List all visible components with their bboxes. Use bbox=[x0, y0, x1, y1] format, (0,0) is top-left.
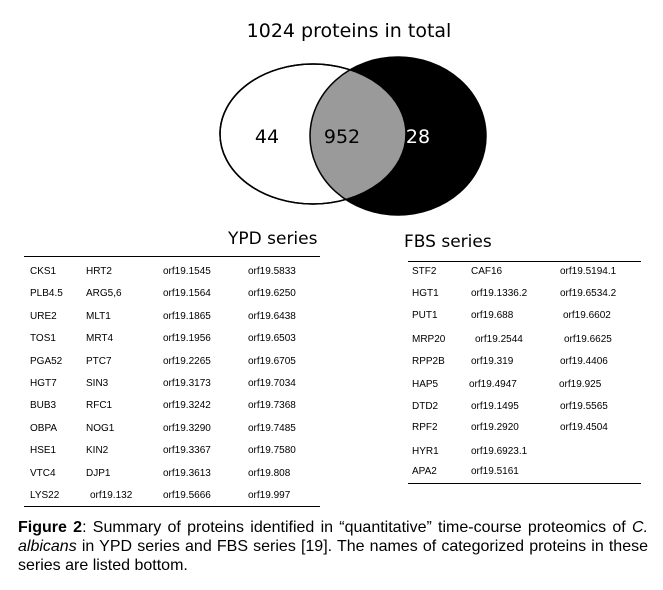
fbs-cell: RPP2B bbox=[412, 356, 445, 367]
venn-overlap-count: 952 bbox=[324, 126, 360, 148]
ypd-cell: orf19.997 bbox=[248, 490, 291, 501]
fbs-table-bottom-rule bbox=[408, 483, 641, 484]
ypd-cell: orf19.3367 bbox=[163, 445, 211, 457]
ypd-cell: VTC4 bbox=[30, 467, 56, 479]
fbs-cell: orf19.925 bbox=[559, 379, 602, 390]
ypd-table-top-rule bbox=[24, 256, 320, 257]
ypd-cell: OBPA bbox=[30, 422, 58, 434]
ypd-cell: MRT4 bbox=[86, 333, 114, 345]
ypd-cell: orf19.7580 bbox=[248, 445, 296, 457]
ypd-cell: orf19.1865 bbox=[163, 310, 211, 322]
venn-overlap-region bbox=[310, 64, 406, 204]
ypd-cell: orf19.3242 bbox=[163, 400, 211, 412]
ypd-cell: orf19.808 bbox=[248, 467, 291, 479]
ypd-cell: LYS22 bbox=[30, 490, 60, 501]
fbs-cell: orf19.1495 bbox=[471, 401, 519, 412]
venn-title: 1024 proteins in total bbox=[246, 20, 452, 42]
ypd-cell: orf19.3613 bbox=[163, 467, 211, 479]
ypd-cell: HSE1 bbox=[30, 445, 57, 457]
fbs-cell: PUT1 bbox=[412, 310, 438, 321]
ypd-cell: PGA52 bbox=[30, 355, 63, 367]
fbs-cell: orf19.1336.2 bbox=[471, 288, 528, 299]
fbs-cell: orf19.6602 bbox=[563, 310, 611, 321]
fbs-series-title: FBS series bbox=[404, 232, 492, 252]
ypd-cell: orf19.6438 bbox=[248, 310, 296, 322]
ypd-cell: orf19.2265 bbox=[163, 355, 211, 367]
fbs-cell: HAP5 bbox=[412, 379, 439, 390]
ypd-cell: MLT1 bbox=[86, 310, 111, 322]
caption-text-1: : Summary of proteins identified in “qua… bbox=[82, 519, 633, 536]
ypd-cell: TOS1 bbox=[30, 333, 56, 345]
ypd-cell: PLB4.5 bbox=[30, 288, 63, 300]
ypd-cell: NOG1 bbox=[86, 422, 115, 434]
fbs-cell: orf19.5161 bbox=[471, 466, 519, 477]
ypd-cell: orf19.7368 bbox=[248, 400, 296, 412]
fbs-cell: MRP20 bbox=[412, 334, 446, 345]
fbs-cell: orf19.319 bbox=[471, 356, 514, 367]
fbs-cell: CAF16 bbox=[471, 266, 503, 277]
ypd-cell: HGT7 bbox=[30, 378, 57, 389]
ypd-cell: orf19.132 bbox=[90, 490, 133, 501]
ypd-cell: orf19.1545 bbox=[163, 266, 211, 277]
fbs-cell: orf19.2920 bbox=[471, 422, 519, 433]
ypd-cell: CKS1 bbox=[30, 266, 57, 277]
ypd-cell: BUB3 bbox=[30, 400, 57, 412]
caption-text-2: in YPD series and FBS series [19]. The n… bbox=[18, 538, 648, 574]
ypd-cell: orf19.6705 bbox=[248, 355, 296, 367]
fbs-cell: orf19.5565 bbox=[560, 401, 608, 412]
fbs-cell: orf19.6534.2 bbox=[560, 288, 617, 299]
figure-caption: Figure 2: Summary of proteins identified… bbox=[18, 518, 648, 575]
fbs-table-top-rule bbox=[408, 261, 641, 262]
venn-right-count: 28 bbox=[406, 126, 430, 148]
fbs-cell: orf19.6625 bbox=[564, 334, 612, 345]
caption-label: Figure 2 bbox=[18, 519, 83, 536]
ypd-cell: RFC1 bbox=[86, 400, 113, 412]
fbs-cell: HGT1 bbox=[412, 288, 439, 299]
ypd-cell: SIN3 bbox=[86, 378, 109, 389]
fbs-cell: DTD2 bbox=[412, 401, 439, 412]
ypd-cell: DJP1 bbox=[86, 467, 111, 479]
ypd-cell: orf19.3173 bbox=[163, 378, 211, 389]
ypd-cell: orf19.6250 bbox=[248, 288, 296, 300]
ypd-cell: PTC7 bbox=[86, 355, 112, 367]
ypd-cell: orf19.7034 bbox=[248, 378, 296, 389]
fbs-cell: orf19.4947 bbox=[469, 379, 517, 390]
ypd-cell: KIN2 bbox=[86, 445, 109, 457]
ypd-cell: orf19.1564 bbox=[163, 288, 211, 300]
fbs-cell: orf19.5194.1 bbox=[560, 266, 617, 277]
fbs-cell: RPF2 bbox=[412, 422, 438, 433]
caption-species: C. albicans bbox=[18, 519, 649, 555]
ypd-cell: orf19.5833 bbox=[248, 266, 296, 277]
ypd-cell: orf19.1956 bbox=[163, 333, 211, 345]
ypd-cell: HRT2 bbox=[86, 266, 112, 277]
ypd-cell: orf19.7485 bbox=[248, 422, 296, 434]
ypd-table-bottom-rule bbox=[24, 506, 320, 507]
fbs-cell: orf19.688 bbox=[471, 310, 514, 321]
ypd-cell: ARG5,6 bbox=[86, 288, 122, 300]
venn-diagram: 44 952 28 bbox=[219, 56, 487, 216]
ypd-cell: orf19.6503 bbox=[248, 333, 296, 345]
ypd-cell: URE2 bbox=[30, 310, 57, 322]
fbs-cell: HYR1 bbox=[412, 446, 439, 457]
fbs-cell: orf19.4504 bbox=[560, 422, 608, 433]
fbs-cell: STF2 bbox=[412, 266, 437, 277]
fbs-cell: APA2 bbox=[412, 466, 437, 477]
fbs-cell: orf19.6923.1 bbox=[471, 446, 528, 457]
fbs-cell: orf19.4406 bbox=[560, 356, 608, 367]
fbs-cell: orf19.2544 bbox=[475, 334, 523, 345]
venn-left-count: 44 bbox=[255, 126, 279, 148]
ypd-cell: orf19.5666 bbox=[163, 490, 211, 501]
ypd-cell: orf19.3290 bbox=[163, 422, 211, 434]
ypd-series-title: YPD series bbox=[228, 229, 318, 249]
